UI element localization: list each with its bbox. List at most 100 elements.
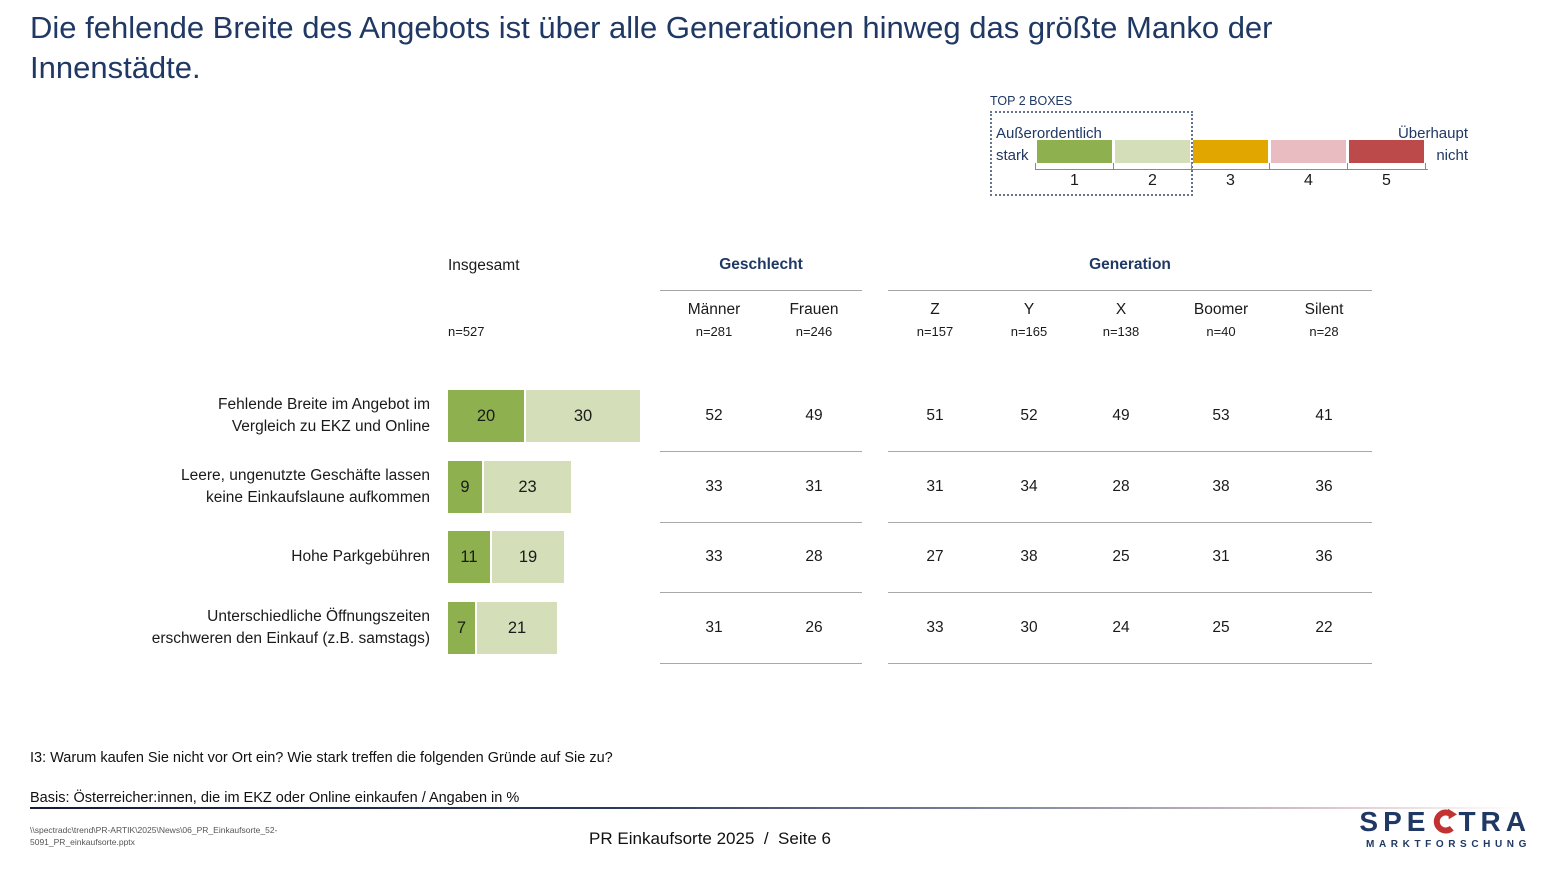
group-header-underline (888, 290, 1372, 291)
group-header-geschlecht: Geschlecht (719, 256, 803, 273)
table-value: 31 (705, 619, 723, 636)
group-header-generation: Generation (1089, 256, 1171, 273)
legend-segment-3 (1193, 140, 1268, 163)
table-value: 49 (1112, 407, 1130, 424)
logo-word-left: SPE (1359, 806, 1431, 837)
top2boxes-label: TOP 2 BOXES (990, 94, 1073, 108)
legend-scale-number: 1 (1070, 172, 1079, 189)
legend-right-anchor-label: Überhaupt nicht (1388, 123, 1468, 167)
question-footnote: I3: Warum kaufen Sie nicht vor Ort ein? … (30, 750, 613, 766)
legend-left-line2: stark (996, 146, 1029, 164)
category-label: Hohe Parkgebühren (291, 548, 430, 566)
legend-scale-number: 2 (1148, 172, 1157, 189)
legend-left-line1: Außerordentlich (996, 125, 1102, 142)
table-value: 41 (1315, 407, 1333, 424)
file-path-line1: \\spectradc\trend\PR-ARTIK\2025\News\06_… (30, 825, 278, 835)
row-separator (660, 451, 862, 452)
column-header: Silent (1304, 301, 1344, 318)
table-value: 38 (1020, 548, 1038, 565)
table-value: 53 (1212, 407, 1230, 424)
table-value: 27 (926, 548, 944, 565)
table-value: 38 (1212, 478, 1230, 495)
table-value: 31 (926, 478, 944, 495)
table-value: 25 (1212, 619, 1230, 636)
table-value: 24 (1112, 619, 1130, 636)
spectra-wordmark: SPE TRA (1303, 806, 1531, 838)
table-value: 33 (705, 478, 723, 495)
table-value: 33 (926, 619, 944, 636)
bar-segment-scale1: 9 (448, 461, 482, 513)
table-value: 52 (705, 407, 723, 424)
top2boxes-frame (990, 111, 1193, 196)
column-n: n=157 (916, 324, 954, 339)
bar-segment-scale1: 11 (448, 531, 490, 583)
category-label: Fehlende Breite im Angebot im Vergleich z… (218, 396, 430, 435)
table-value: 33 (705, 548, 723, 565)
file-path-line2: 5091_PR_einkaufsorte.pptx (30, 837, 135, 848)
legend-right-line1: Überhaupt (1397, 125, 1468, 142)
spectra-logo: SPE TRA MARKTFORSCHUNG (1303, 806, 1531, 850)
table-value: 36 (1315, 548, 1333, 565)
category-label: Unterschiedliche Öffnungszeiten erschwere… (151, 608, 430, 647)
table-value: 49 (805, 407, 823, 424)
column-n: n=138 (1102, 324, 1140, 339)
group-header-underline (660, 290, 862, 291)
table-value: 22 (1315, 619, 1333, 636)
legend-axis-tick (1113, 163, 1114, 170)
column-header: Männer (687, 301, 741, 318)
file-path: \\spectradc\trend\PR-ARTIK\2025\News\06_… (30, 824, 300, 849)
column-n: n=40 (1206, 324, 1236, 339)
legend-scale-number: 3 (1226, 172, 1235, 189)
table-value: 34 (1020, 478, 1038, 495)
legend-color-scale (1037, 140, 1424, 163)
legend-axis-tick (1269, 163, 1270, 170)
legend-scale-number: 5 (1382, 172, 1391, 189)
row-separator (888, 592, 1372, 593)
bar-segment-scale2: 30 (526, 390, 640, 442)
legend-left-anchor-label: Außerordentlich stark (996, 123, 1102, 167)
table-value: 36 (1315, 478, 1333, 495)
bar-segment-scale2: 23 (484, 461, 571, 513)
spectra-swoosh-icon (1434, 808, 1458, 833)
legend-axis-tick (1191, 163, 1192, 170)
table-value: 25 (1112, 548, 1130, 565)
bar-segment-scale1: 7 (448, 602, 475, 654)
insgesamt-n: n=527 (448, 324, 485, 339)
table-value: 31 (805, 478, 823, 495)
footer-divider-line (30, 807, 1525, 809)
row-separator (660, 592, 862, 593)
row-separator (660, 522, 862, 523)
row-separator (888, 451, 1372, 452)
basis-footnote: Basis: Österreicher:innen, die im EKZ od… (30, 790, 520, 806)
logo-word-right: TRA (1458, 806, 1531, 837)
legend-scale-number: 4 (1304, 172, 1313, 189)
legend-segment-5 (1349, 140, 1424, 163)
legend-axis-tick (1425, 163, 1426, 170)
row-separator (888, 663, 1372, 664)
row-separator (888, 522, 1372, 523)
bar-segment-scale2: 21 (477, 602, 557, 654)
insgesamt-label: Insgesamt (448, 257, 520, 274)
page-footer: PR Einkaufsorte 2025 / Seite 6 (589, 829, 831, 848)
bar-segment-scale1: 20 (448, 390, 524, 442)
column-header: X (1115, 301, 1127, 318)
column-header: Z (930, 301, 940, 318)
column-header: Boomer (1193, 301, 1249, 318)
logo-subtitle: MARKTFORSCHUNG (1366, 839, 1531, 850)
legend-axis-tick (1347, 163, 1348, 170)
table-value: 28 (1112, 478, 1130, 495)
legend-segment-4 (1271, 140, 1346, 163)
table-value: 28 (805, 548, 823, 565)
column-header: Frauen (789, 301, 839, 318)
category-label: Leere, ungenutzte Geschäfte lassen keine … (180, 467, 430, 506)
legend-segment-2 (1115, 140, 1190, 163)
table-value: 26 (805, 619, 823, 636)
legend-scale-numbers: 1 2 3 4 5 (1037, 172, 1424, 190)
page-title: Die fehlende Breite des Angebots ist übe… (30, 10, 1273, 85)
column-n: n=246 (795, 324, 833, 339)
legend-axis-tick (1035, 163, 1036, 170)
bar-segment-scale2: 19 (492, 531, 564, 583)
row-separator (660, 663, 862, 664)
table-value: 31 (1212, 548, 1230, 565)
